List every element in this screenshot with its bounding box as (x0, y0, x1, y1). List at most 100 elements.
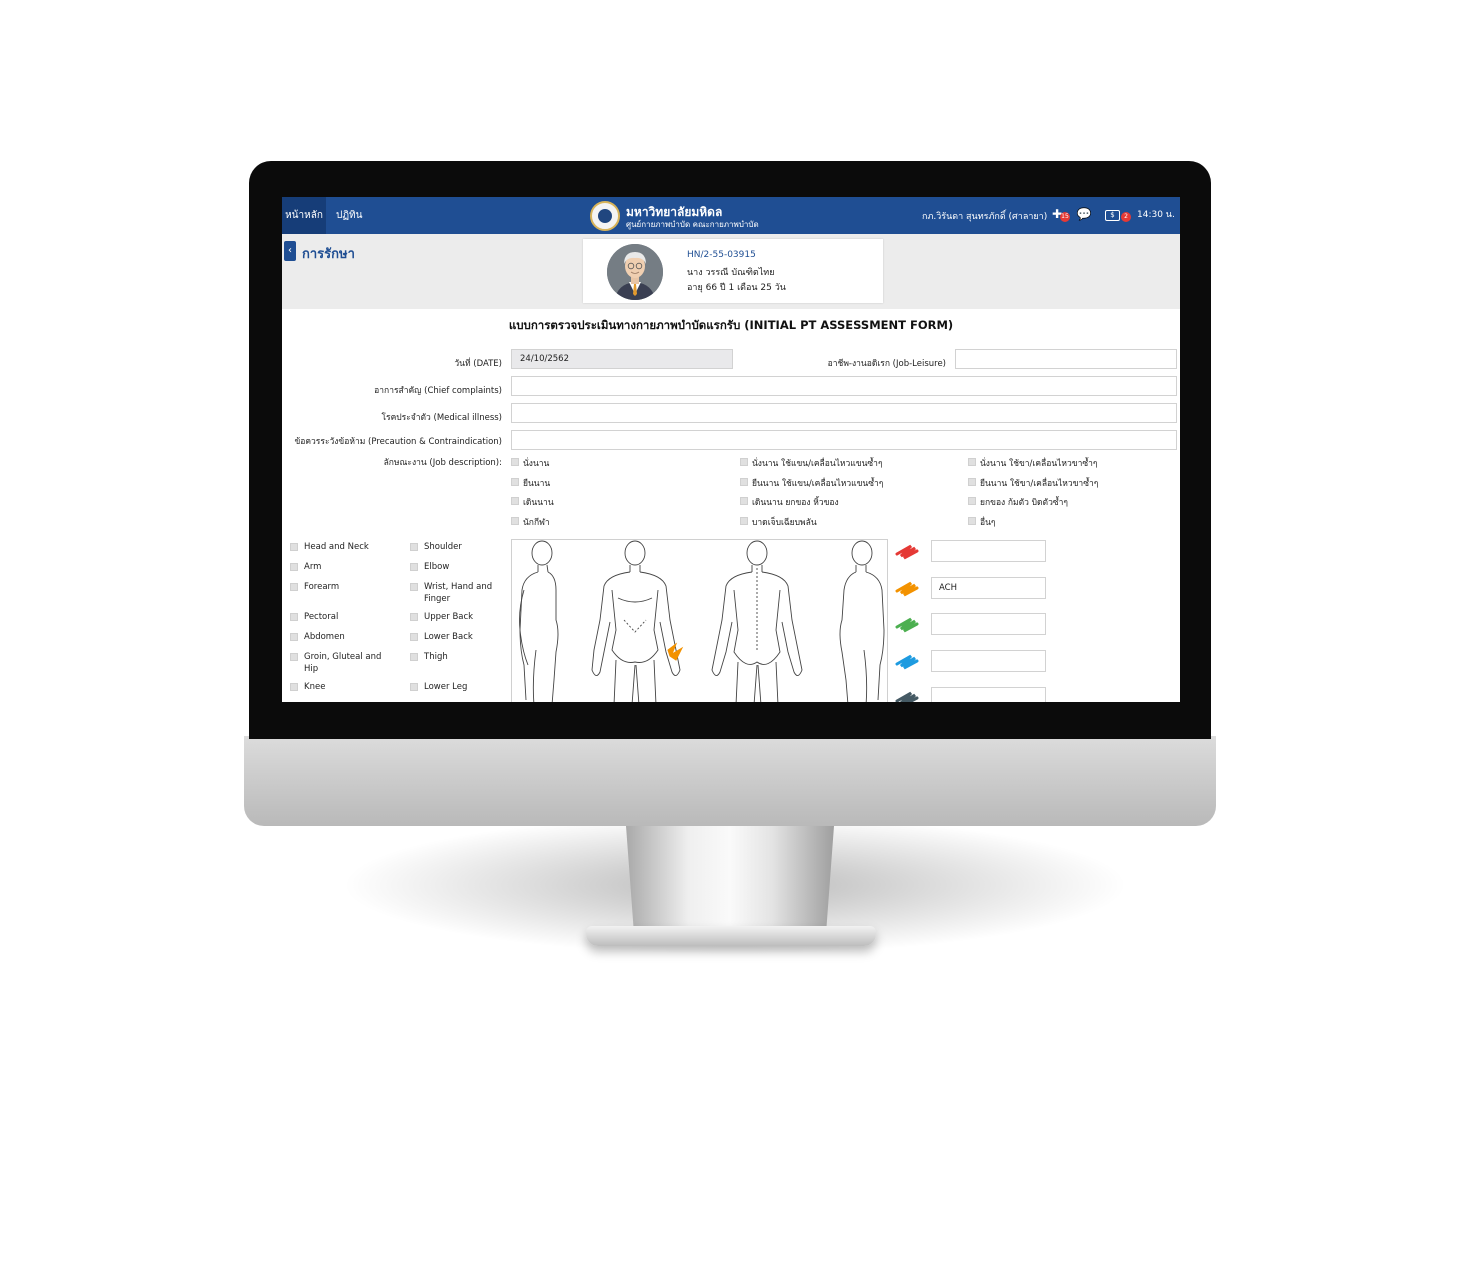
logo-emblem (598, 209, 612, 223)
clock-time: 14:30 น. (1137, 210, 1175, 220)
figure-back (711, 540, 803, 702)
nav-calendar[interactable]: ปฏิทิน (336, 210, 363, 221)
job-option-checkbox[interactable] (968, 497, 976, 505)
pain-color-swatch-icon[interactable] (895, 689, 919, 702)
user-name[interactable]: กภ.วิรันดา สุนทรภักดิ์ (ศาลายา) (922, 212, 1048, 222)
job-option-checkbox[interactable] (740, 517, 748, 525)
precaution-input[interactable] (511, 430, 1177, 450)
body-part-checkbox[interactable] (410, 543, 418, 551)
body-part-checkbox[interactable] (410, 683, 418, 691)
job-option-label: นั่งนาน (523, 459, 550, 469)
pain-marker-input[interactable]: ACH (931, 577, 1046, 599)
pain-color-swatch-icon[interactable] (895, 579, 919, 597)
university-logo (590, 201, 620, 231)
body-part-label: Elbow (424, 562, 450, 572)
body-part-checkbox[interactable] (290, 543, 298, 551)
job-option-checkbox[interactable] (511, 497, 519, 505)
body-part-label: Head and Neck (304, 542, 369, 552)
patient-card: HN/2-55-03915 นาง วรรณี บัณฑิตไทย อายุ 6… (583, 239, 883, 303)
body-outline-figures (519, 540, 885, 702)
job-option-checkbox[interactable] (740, 497, 748, 505)
body-part-label: Arm (304, 562, 322, 572)
body-part-label: Pectoral (304, 612, 339, 622)
body-part-checkbox[interactable] (410, 613, 418, 621)
body-part-label: Thigh (424, 652, 448, 662)
job-option-label: นั่งนาน ใช้แขน/เคลื่อนไหวแขนซ้ำๆ (752, 459, 883, 469)
chief-complaints-label: อาการสำคัญ (Chief complaints) (374, 386, 502, 396)
body-part-label: Lower Back (424, 632, 473, 642)
date-label: วันที่ (DATE) (454, 359, 502, 369)
pain-color-swatch-icon[interactable] (895, 542, 919, 560)
job-option-label: นักกีฬา (523, 518, 550, 528)
top-navbar: หน้าหลัก ปฏิทิน มหาวิทยาลัยมหิดล ศูนย์กา… (282, 197, 1180, 234)
cash-icon[interactable]: $ (1105, 210, 1120, 221)
body-part-checkbox[interactable] (290, 633, 298, 641)
form-title: แบบการตรวจประเมินทางกายภาพบำบัดแรกรับ (I… (508, 318, 954, 332)
job-option-checkbox[interactable] (740, 458, 748, 466)
monitor-chin (244, 736, 1216, 826)
job-option-label: ยืนนาน ใช้ขา/เคลื่อนไหวขาซ้ำๆ (980, 479, 1099, 489)
body-chart[interactable] (511, 539, 888, 702)
precaution-label: ข้อควรระวังข้อห้าม (Precaution & Contrai… (294, 437, 502, 447)
job-option-checkbox[interactable] (511, 478, 519, 486)
patient-avatar (607, 244, 663, 300)
pain-marker-input[interactable] (931, 687, 1046, 702)
back-button[interactable]: ‹ (284, 241, 296, 261)
figure-front (591, 540, 681, 702)
cash-badge: 2 (1121, 212, 1131, 222)
body-part-checkbox[interactable] (410, 563, 418, 571)
medical-kit-icon[interactable]: ✚ (1051, 207, 1063, 221)
job-option-checkbox[interactable] (968, 517, 976, 525)
body-part-checkbox[interactable] (290, 653, 298, 661)
monitor-base (586, 926, 876, 946)
patient-hn[interactable]: HN/2-55-03915 (687, 250, 756, 260)
pain-marker-input[interactable] (931, 613, 1046, 635)
pain-marker-input[interactable] (931, 650, 1046, 672)
job-option-label: บาดเจ็บเฉียบพลัน (752, 518, 817, 528)
job-option-checkbox[interactable] (511, 458, 519, 466)
body-part-label: Shoulder (424, 542, 462, 552)
pain-color-swatch-icon[interactable] (895, 652, 919, 670)
job-option-label: ยกของ ก้มตัว บิดตัวซ้ำๆ (980, 498, 1068, 508)
job-option-checkbox[interactable] (968, 458, 976, 466)
job-option-label: อื่นๆ (980, 518, 996, 528)
job-option-checkbox[interactable] (511, 517, 519, 525)
pain-marker-input[interactable] (931, 540, 1046, 562)
body-part-label: Wrist, Hand and Finger (424, 582, 493, 604)
medical-illness-label: โรคประจำตัว (Medical illness) (381, 413, 502, 423)
job-option-label: เดินนาน (523, 498, 554, 508)
university-subtitle: ศูนย์กายภาพบำบัด คณะกายภาพบำบัด (626, 220, 759, 229)
body-part-label: Knee (304, 682, 326, 692)
body-part-checkbox[interactable] (290, 563, 298, 571)
job-leisure-label: อาชีพ-งานอดิเรก (Job-Leisure) (827, 359, 946, 369)
job-option-label: ยืนนาน (523, 479, 551, 489)
figure-side-left (519, 540, 559, 702)
body-part-label: Groin, Gluteal and Hip (304, 652, 382, 674)
patient-age: อายุ 66 ปี 1 เดือน 25 วัน (687, 283, 786, 293)
avatar-illustration (607, 244, 663, 300)
body-part-checkbox[interactable] (410, 653, 418, 661)
patient-name: นาง วรรณี บัณฑิตไทย (687, 268, 775, 278)
body-part-checkbox[interactable] (290, 613, 298, 621)
body-part-checkbox[interactable] (410, 633, 418, 641)
figure-side-right (839, 540, 885, 702)
body-part-checkbox[interactable] (410, 583, 418, 591)
notification-badge: 15 (1060, 212, 1070, 222)
job-option-checkbox[interactable] (740, 478, 748, 486)
date-field[interactable]: 24/10/2562 (511, 349, 733, 369)
nav-home[interactable]: หน้าหลัก (282, 197, 326, 234)
pain-color-swatch-icon[interactable] (895, 615, 919, 633)
chief-complaints-input[interactable] (511, 376, 1177, 396)
monitor-stand (626, 826, 834, 938)
app-screen: หน้าหลัก ปฏิทิน มหาวิทยาลัยมหิดล ศูนย์กา… (282, 197, 1180, 702)
job-leisure-input[interactable] (955, 349, 1177, 369)
university-name: มหาวิทยาลัยมหิดล (626, 205, 723, 219)
body-part-label: Forearm (304, 582, 340, 592)
chat-icon[interactable]: 💬 (1076, 207, 1092, 221)
job-option-checkbox[interactable] (968, 478, 976, 486)
body-part-checkbox[interactable] (290, 583, 298, 591)
medical-illness-input[interactable] (511, 403, 1177, 423)
body-part-label: Upper Back (424, 612, 474, 622)
job-description-label: ลักษณะงาน (Job description): (383, 458, 502, 468)
body-part-checkbox[interactable] (290, 683, 298, 691)
